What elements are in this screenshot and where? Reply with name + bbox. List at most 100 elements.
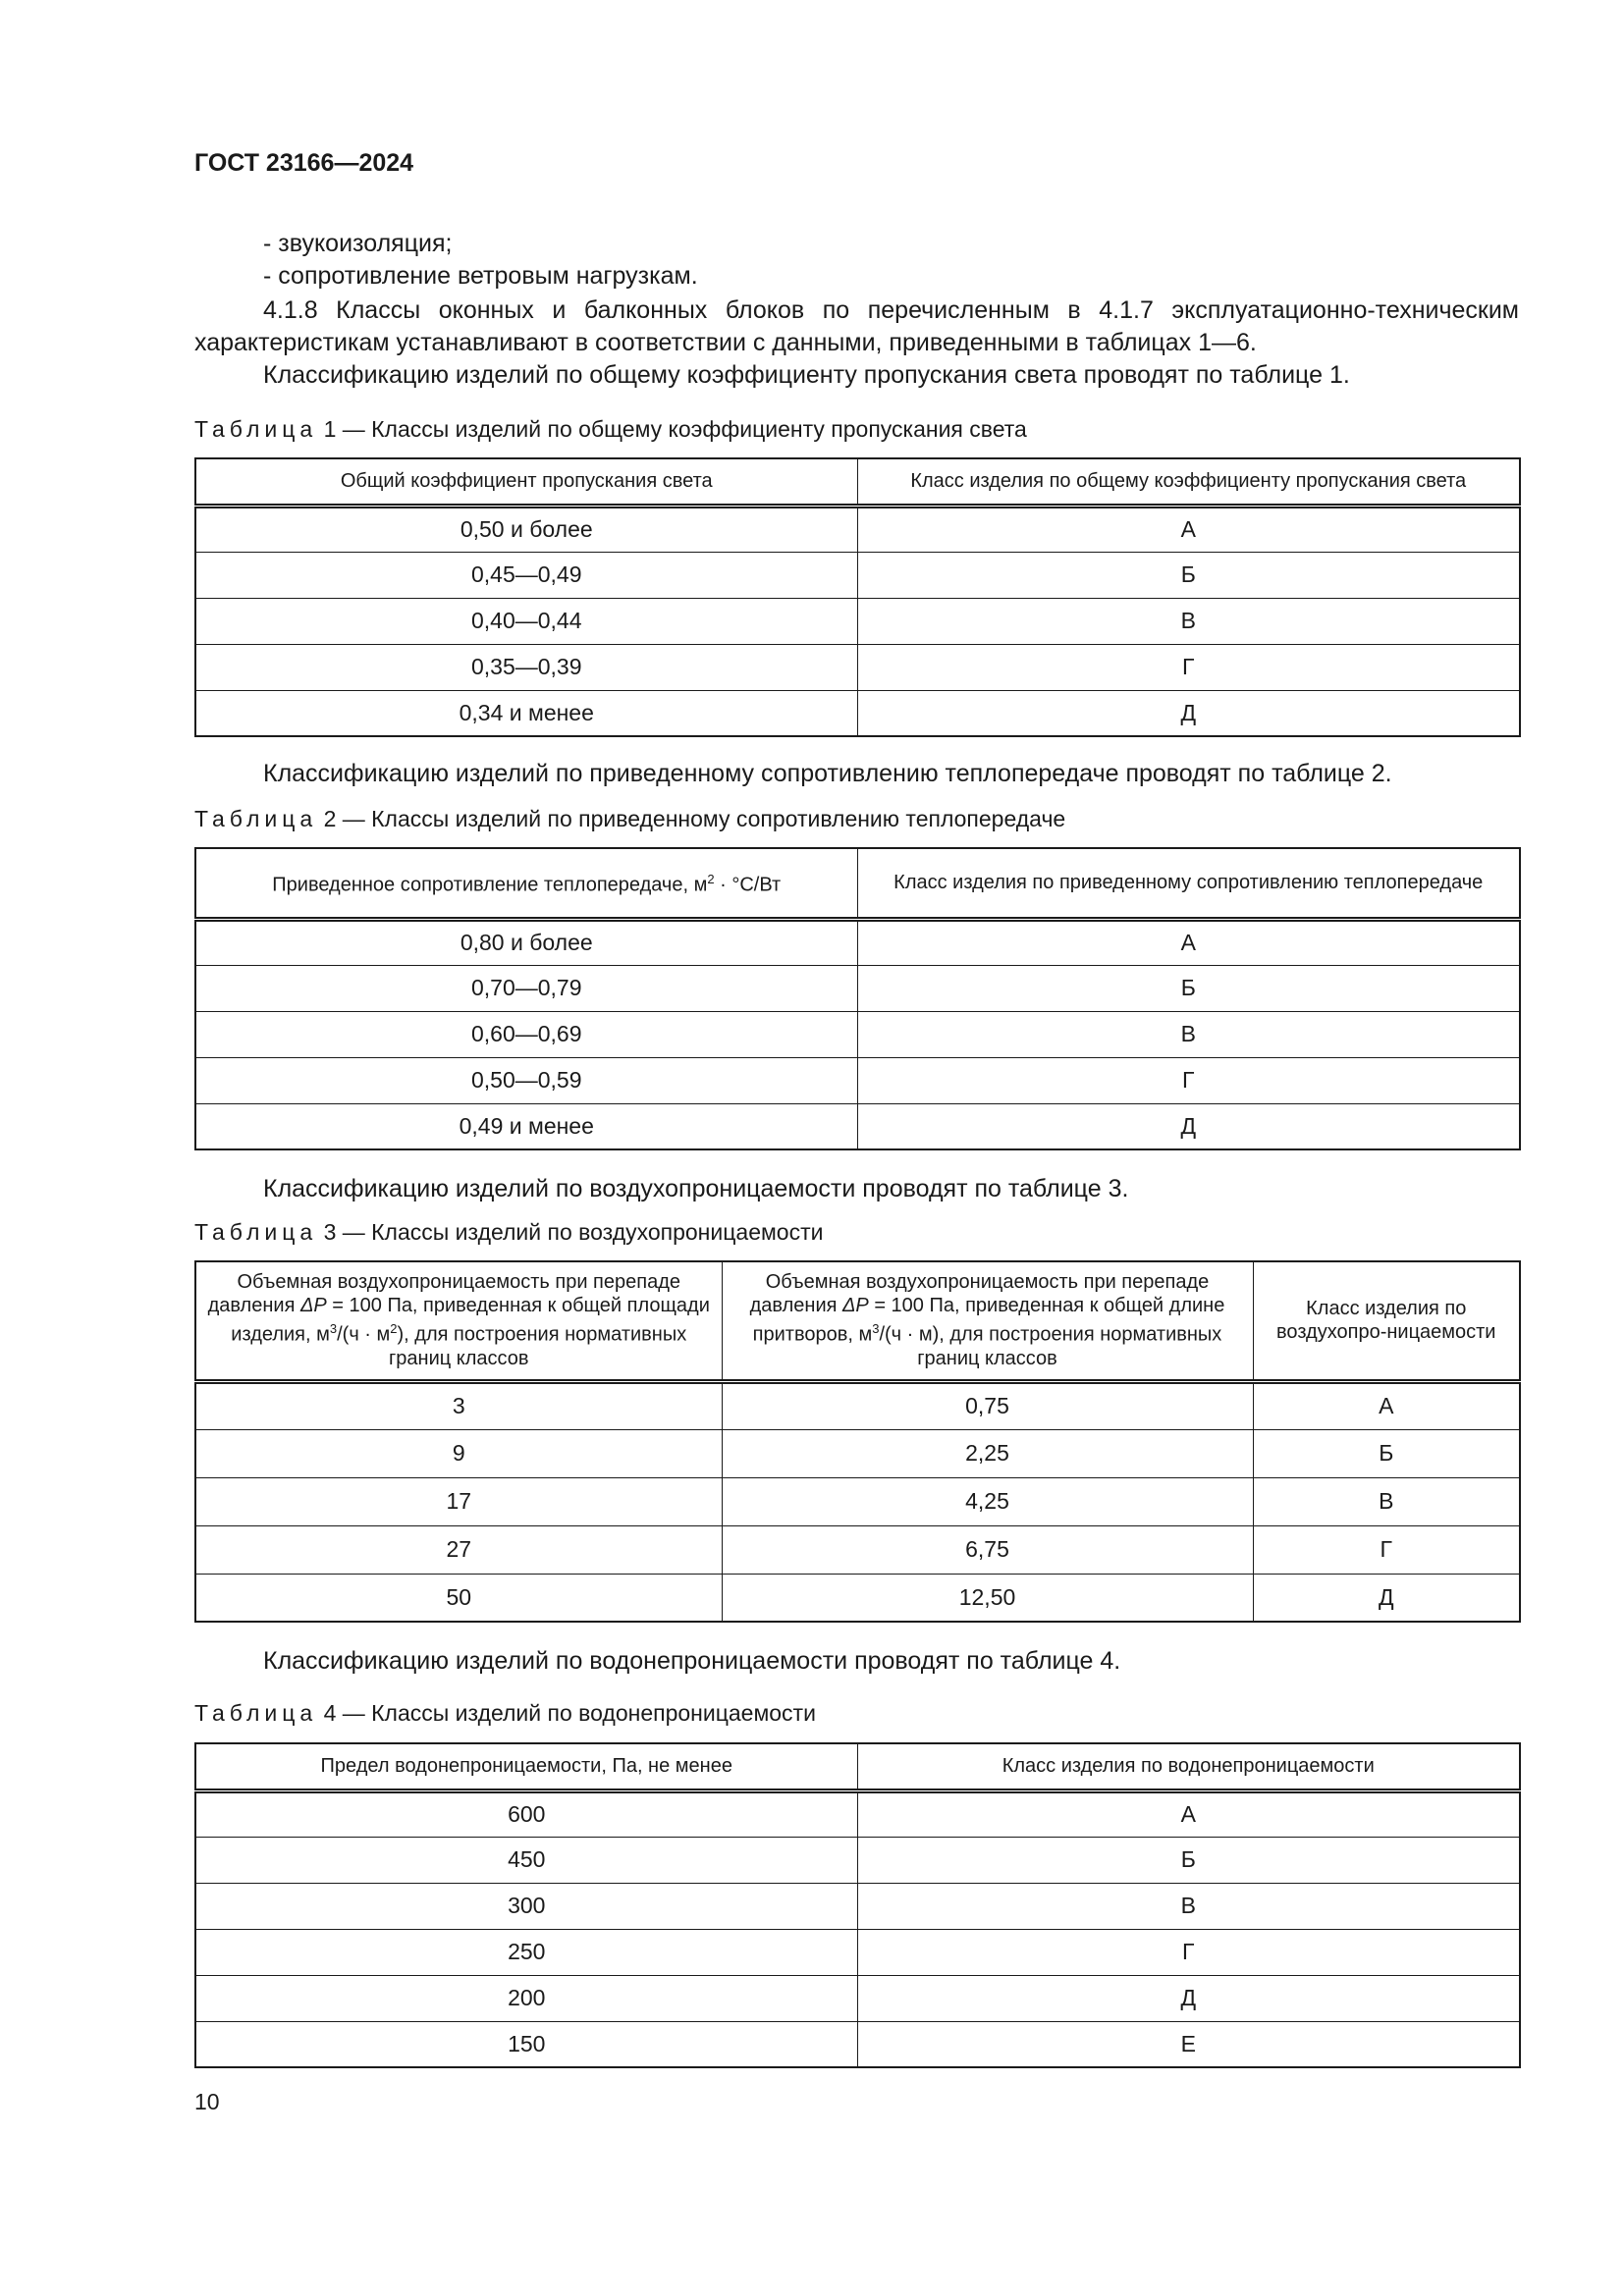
caption-text: 3 — Классы изделий по воздухопроницаемос…: [317, 1219, 824, 1245]
table-row: 27 6,75 Г: [194, 1524, 1521, 1575]
table-cell: 9: [194, 1428, 723, 1478]
bullet-item: - сопротивление ветровым нагрузкам.: [263, 262, 698, 290]
table-cell: 0,60—0,69: [194, 1010, 858, 1058]
table-cell: 3: [194, 1380, 723, 1430]
table-2: Приведенное сопротивление теплопередаче,…: [194, 847, 1521, 1150]
table-cell: 2,25: [721, 1428, 1254, 1478]
table-row: 0,80 и более А: [194, 918, 1521, 966]
table-row: 50 12,50 Д: [194, 1573, 1521, 1623]
column-header: Объемная воздухопроницаемость при перепа…: [721, 1260, 1254, 1384]
caption-text: 1 — Классы изделий по общему коэффициент…: [317, 416, 1027, 442]
table-cell: 0,49 и менее: [194, 1102, 858, 1150]
table-cell: Б: [856, 1836, 1521, 1884]
table-row: 0,34 и менее Д: [194, 689, 1521, 737]
table-row: 0,35—0,39 Г: [194, 643, 1521, 691]
table-cell: 250: [194, 1928, 858, 1976]
table-row: 0,49 и менее Д: [194, 1102, 1521, 1150]
table-cell: 4,25: [721, 1476, 1254, 1526]
table-cell: Г: [856, 1056, 1521, 1104]
table-cell: А: [1252, 1380, 1521, 1430]
table-row: 600 А: [194, 1789, 1521, 1838]
column-header: Объемная воздухопроницаемость при перепа…: [194, 1260, 723, 1384]
page-number: 10: [194, 2089, 220, 2114]
table-header-row: Предел водонепроницаемости, Па, не менее…: [194, 1742, 1521, 1793]
caption-label: Таблица: [194, 1700, 318, 1726]
table-header-row: Приведенное сопротивление теплопередаче,…: [194, 847, 1521, 922]
table-row: 0,40—0,44 В: [194, 597, 1521, 645]
table-row: 17 4,25 В: [194, 1476, 1521, 1526]
table-cell: 0,35—0,39: [194, 643, 858, 691]
table-cell: В: [856, 1010, 1521, 1058]
caption-label: Таблица: [194, 1219, 318, 1245]
table-cell: А: [856, 505, 1521, 553]
table-cell: 150: [194, 2020, 858, 2068]
table-cell: Б: [856, 551, 1521, 599]
table-caption: Таблица 4 — Классы изделий по водонепрон…: [194, 1700, 816, 1727]
bullet-item: - звукоизоляция;: [263, 230, 453, 257]
caption-label: Таблица: [194, 416, 318, 442]
table-cell: Д: [856, 1974, 1521, 2022]
table-cell: В: [1252, 1476, 1521, 1526]
table-cell: 50: [194, 1573, 723, 1623]
table-cell: 17: [194, 1476, 723, 1526]
table-cell: 450: [194, 1836, 858, 1884]
column-header: Класс изделия по водонепроницаемости: [856, 1742, 1521, 1793]
paragraph-table2-intro: Классификацию изделий по приведенному со…: [263, 760, 1392, 787]
table-header-row: Общий коэффициент пропускания света Класс…: [194, 457, 1521, 508]
column-header: Предел водонепроницаемости, Па, не менее: [194, 1742, 858, 1793]
table-4: Предел водонепроницаемости, Па, не менее…: [194, 1742, 1521, 2068]
table-cell: 0,34 и менее: [194, 689, 858, 737]
table-cell: 600: [194, 1789, 858, 1838]
table-3: Объемная воздухопроницаемость при перепа…: [194, 1260, 1521, 1623]
caption-text: 2 — Классы изделий по приведенному сопро…: [317, 806, 1066, 831]
caption-label: Таблица: [194, 806, 318, 831]
paragraph-4-1-8: 4.1.8 Классы оконных и балконных блоков …: [194, 296, 1519, 356]
caption-text: 4 — Классы изделий по водонепроницаемост…: [317, 1700, 816, 1726]
table-row: 0,70—0,79 Б: [194, 964, 1521, 1012]
column-header: Класс изделия по воздухопро-ницаемости: [1252, 1260, 1521, 1384]
table-cell: Д: [856, 689, 1521, 737]
table-cell: А: [856, 918, 1521, 966]
table-caption: Таблица 3 — Классы изделий по воздухопро…: [194, 1219, 823, 1246]
table-cell: 200: [194, 1974, 858, 2022]
table-cell: 0,75: [721, 1380, 1254, 1430]
paragraph-table4-intro: Классификацию изделий по водонепроницаем…: [263, 1647, 1121, 1675]
table-cell: 0,45—0,49: [194, 551, 858, 599]
table-cell: В: [856, 1882, 1521, 1930]
table-cell: 0,40—0,44: [194, 597, 858, 645]
document-title: ГОСТ 23166—2024: [194, 149, 414, 177]
table-caption: Таблица 1 — Классы изделий по общему коэ…: [194, 416, 1027, 443]
table-cell: 0,50 и более: [194, 505, 858, 553]
table-row: 300 В: [194, 1882, 1521, 1930]
table-row: 200 Д: [194, 1974, 1521, 2022]
table-cell: Д: [856, 1102, 1521, 1150]
column-header: Класс изделия по общему коэффициенту про…: [856, 457, 1521, 508]
table-row: 0,45—0,49 Б: [194, 551, 1521, 599]
table-cell: Г: [856, 1928, 1521, 1976]
table-cell: 0,80 и более: [194, 918, 858, 966]
table-row: 0,60—0,69 В: [194, 1010, 1521, 1058]
column-header: Общий коэффициент пропускания света: [194, 457, 858, 508]
column-header: Класс изделия по приведенному сопротивле…: [856, 847, 1521, 922]
table-cell: 0,50—0,59: [194, 1056, 858, 1104]
table-cell: Д: [1252, 1573, 1521, 1623]
table-row: 9 2,25 Б: [194, 1428, 1521, 1478]
table-row: 150 Е: [194, 2020, 1521, 2068]
table-cell: Б: [1252, 1428, 1521, 1478]
table-cell: 6,75: [721, 1524, 1254, 1575]
table-cell: Г: [856, 643, 1521, 691]
table-caption: Таблица 2 — Классы изделий по приведенно…: [194, 806, 1065, 832]
table-row: 0,50 и более А: [194, 505, 1521, 553]
table-cell: В: [856, 597, 1521, 645]
paragraph-table3-intro: Классификацию изделий по воздухопроницае…: [263, 1175, 1129, 1202]
table-cell: 300: [194, 1882, 858, 1930]
table-cell: Е: [856, 2020, 1521, 2068]
paragraph-table1-intro: Классификацию изделий по общему коэффици…: [263, 361, 1350, 389]
table-cell: Б: [856, 964, 1521, 1012]
table-cell: 0,70—0,79: [194, 964, 858, 1012]
table-row: 250 Г: [194, 1928, 1521, 1976]
table-cell: 12,50: [721, 1573, 1254, 1623]
column-header: Приведенное сопротивление теплопередаче,…: [194, 847, 858, 922]
table-header-row: Объемная воздухопроницаемость при перепа…: [194, 1260, 1521, 1384]
table-cell: Г: [1252, 1524, 1521, 1575]
